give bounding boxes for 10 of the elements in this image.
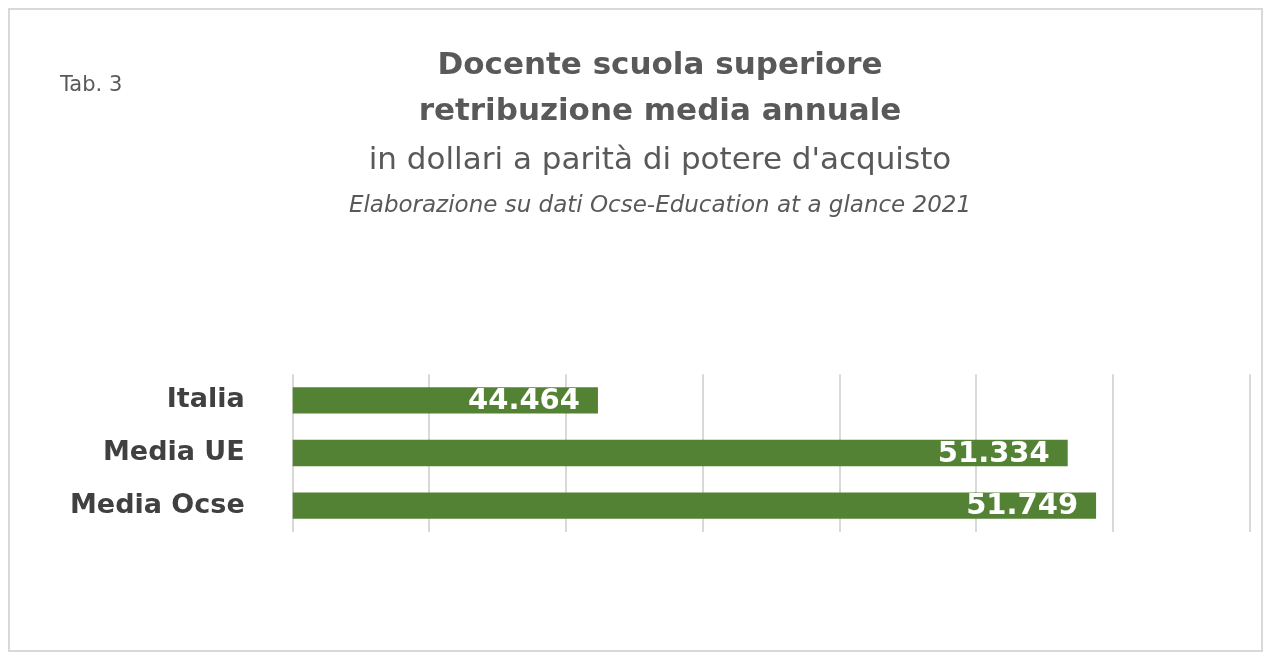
y-tick-label: Italia (166, 382, 245, 414)
y-tick-label: Media Ocse (69, 487, 245, 519)
data-label: 51.334 (937, 434, 1050, 469)
caption: Tab. 3 (60, 72, 123, 96)
data-label: 51.749 (966, 487, 1079, 522)
data-label: 44.464 (468, 382, 580, 416)
y-tick-label: Media UE (102, 435, 245, 467)
text: Elaborazione su dati Ocse-Education at a glance 2021 (347, 190, 973, 219)
chart-subtitle: in dollari a parità di potere d'acquisto (367, 139, 953, 178)
chart-title: Docente scuola superiore retribuzione media annuale (418, 45, 902, 127)
